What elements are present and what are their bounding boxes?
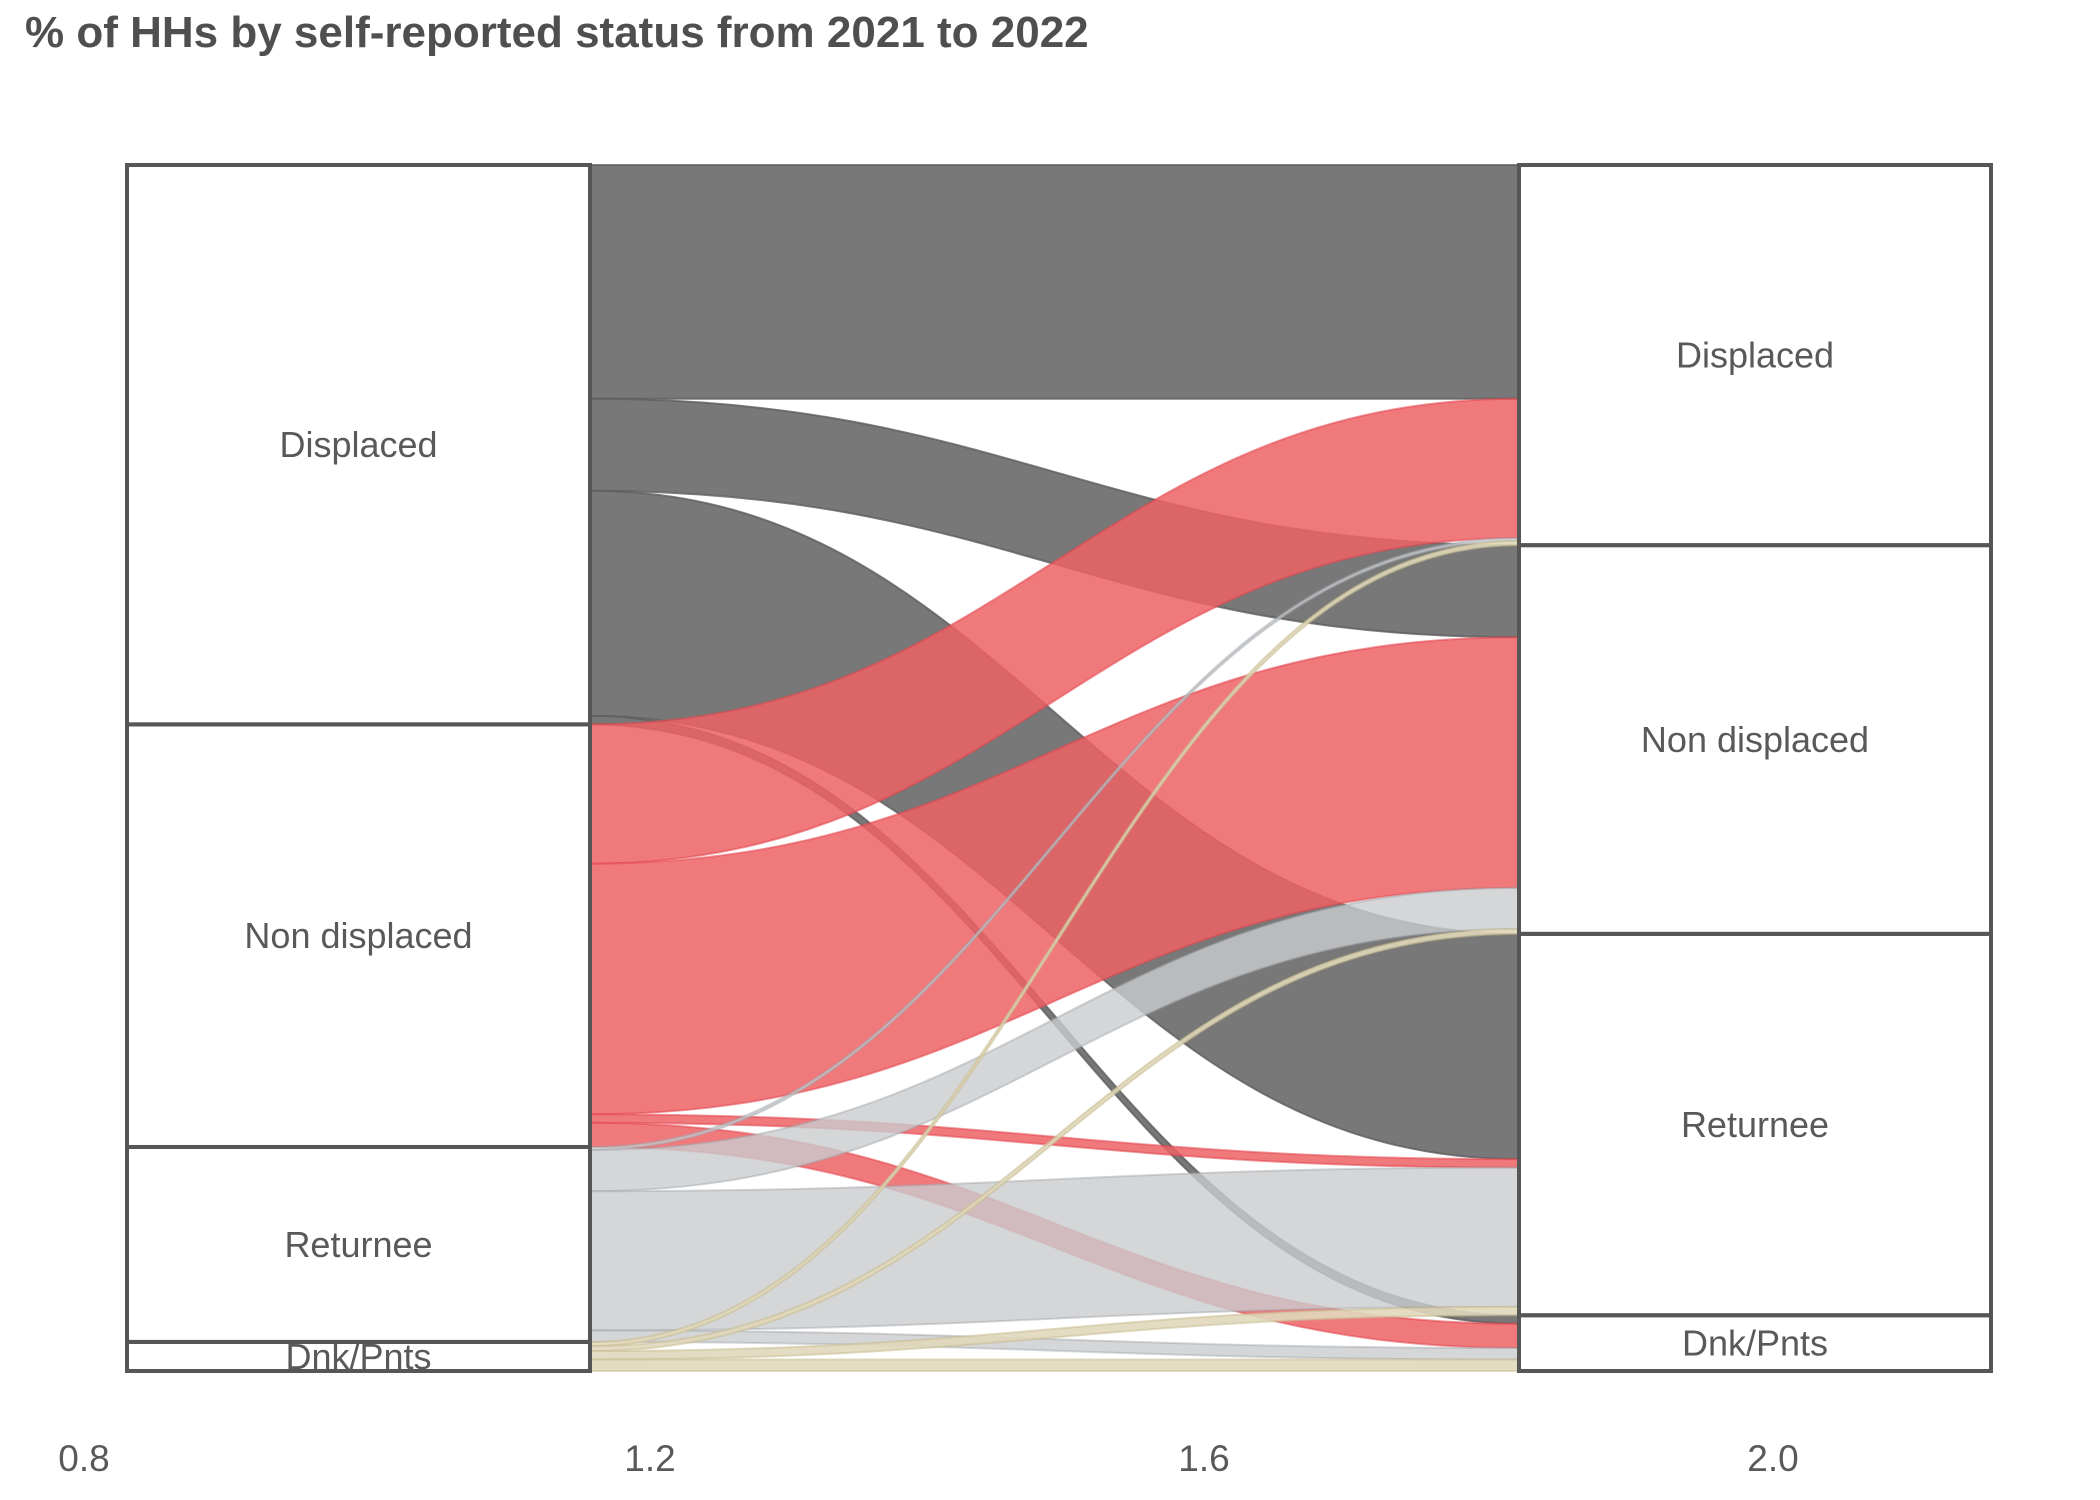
stratum-right-dnk-pnts-border xyxy=(1517,1313,1993,1373)
stratum-left-returnee-fill xyxy=(127,1146,590,1342)
flow-returnee-to-returnee xyxy=(589,1166,1520,1332)
stratum-right-displaced-fill xyxy=(1519,165,1991,546)
stratum-left-dnk-pnts-border xyxy=(125,1339,592,1374)
stratum-right-non-displaced-fill xyxy=(1519,545,1991,934)
stratum-left-dnk-pnts-fill xyxy=(127,1341,590,1371)
x-axis-tick-4: 2.0 xyxy=(1747,1438,1799,1479)
stratum-label-right-dnk-pnts: Dnk/Pnts xyxy=(1682,1323,1828,1364)
stratum-label-right-returnee: Returnee xyxy=(1681,1104,1829,1145)
flow-displaced-to-displaced xyxy=(589,163,1520,400)
stratum-label-left-non-displaced: Non displaced xyxy=(244,915,472,956)
chart-title: % of HHs by self-reported status from 20… xyxy=(25,8,1089,57)
stratum-label-left-returnee: Returnee xyxy=(284,1224,432,1265)
stratum-label-right-displaced: Displaced xyxy=(1676,335,1834,376)
x-axis-tick-1: 0.8 xyxy=(58,1438,110,1479)
stratum-label-left-dnk-pnts: Dnk/Pnts xyxy=(285,1336,431,1377)
stratum-left-non-displaced-fill xyxy=(127,724,590,1147)
x-axis-tick-2: 1.2 xyxy=(624,1438,676,1479)
x-axis-tick-3: 1.6 xyxy=(1178,1438,1230,1479)
flow-dnk-pnts-to-dnk-pnts xyxy=(589,1358,1520,1373)
stratum-label-right-non-displaced: Non displaced xyxy=(1641,719,1869,760)
stratum-right-returnee-fill xyxy=(1519,933,1991,1316)
stratum-right-dnk-pnts-fill xyxy=(1519,1315,1991,1371)
stratum-left-displaced-fill xyxy=(127,165,590,725)
stratum-label-left-displaced: Displaced xyxy=(279,424,437,465)
